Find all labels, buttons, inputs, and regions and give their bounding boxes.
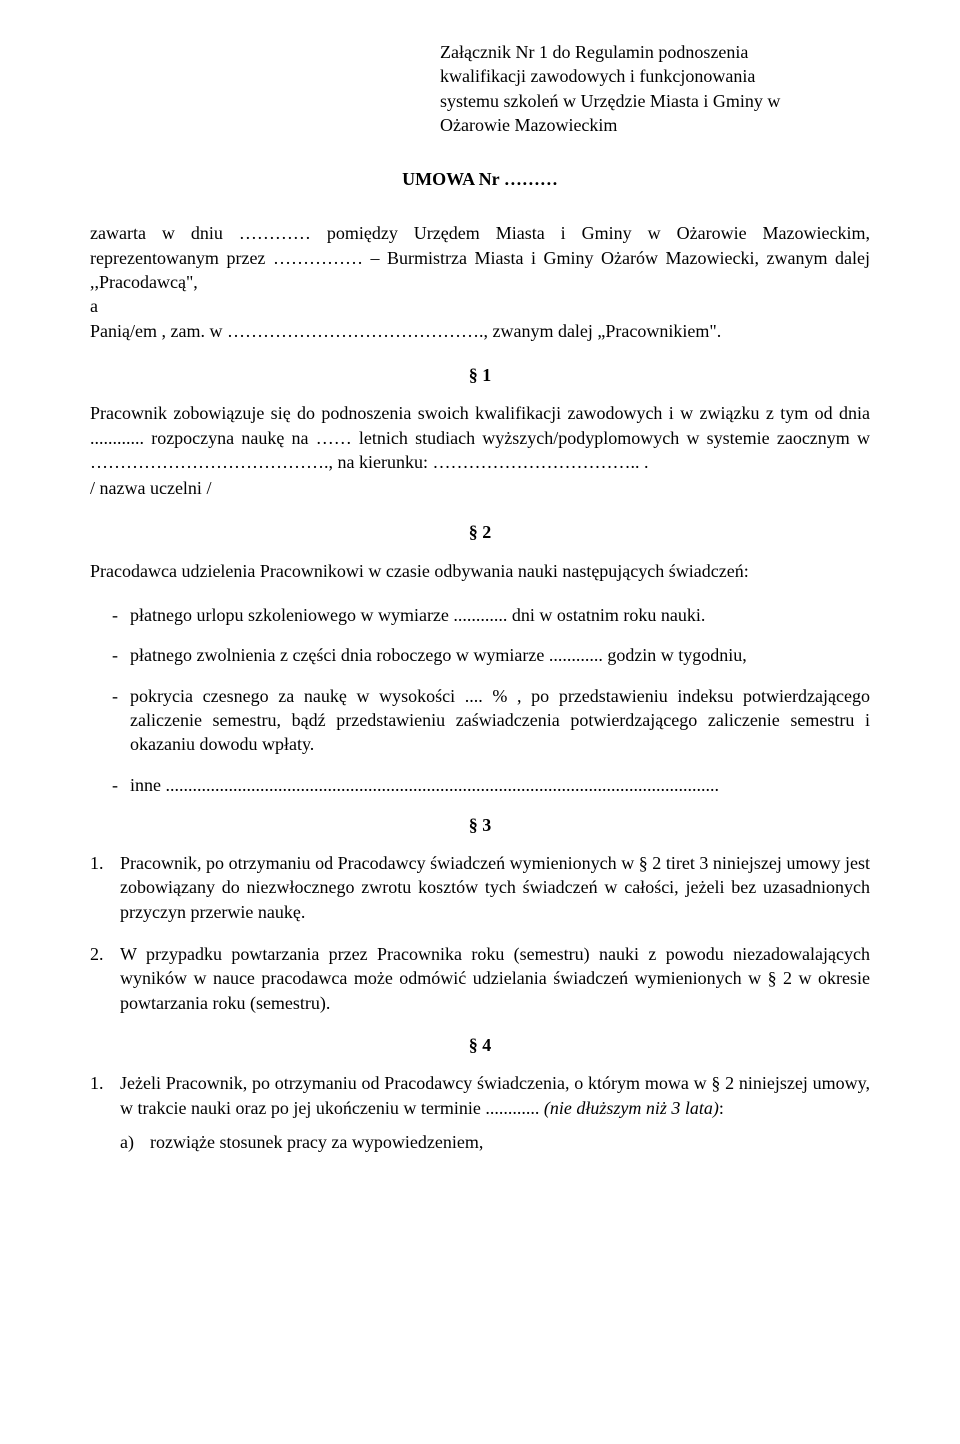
- section-1-text: Pracownik zobowiązuje się do podnoszenia…: [90, 401, 870, 474]
- attachment-line: kwalifikacji zawodowych i funkcjonowania: [440, 64, 870, 88]
- alpha-marker: a): [120, 1130, 134, 1154]
- document-title: UMOWA Nr ………: [90, 167, 870, 191]
- section-1-heading: § 1: [90, 363, 870, 387]
- list-item: płatnego urlopu szkoleniowego w wymiarze…: [90, 603, 870, 627]
- numbered-item: 1. Pracownik, po otrzymaniu od Pracodawc…: [90, 851, 870, 924]
- item-number: 2.: [90, 942, 104, 966]
- attachment-header: Załącznik Nr 1 do Regulamin podnoszenia …: [440, 40, 870, 137]
- section-2-lead: Pracodawca udzielenia Pracownikowi w cza…: [90, 559, 870, 583]
- attachment-line: Załącznik Nr 1 do Regulamin podnoszenia: [440, 40, 870, 64]
- item-number: 1.: [90, 851, 104, 875]
- list-item: inne ...................................…: [90, 773, 870, 797]
- preamble-conjunction: a: [90, 294, 870, 318]
- attachment-line: systemu szkoleń w Urzędzie Miasta i Gmin…: [440, 89, 870, 113]
- numbered-item: 1. Jeżeli Pracownik, po otrzymaniu od Pr…: [90, 1071, 870, 1154]
- preamble-party: Panią/em , zam. w ……………………………………., zwany…: [90, 319, 870, 343]
- item-text: Jeżeli Pracownik, po otrzymaniu od Praco…: [120, 1073, 870, 1117]
- numbered-item: 2. W przypadku powtarzania przez Pracown…: [90, 942, 870, 1015]
- section-2-heading: § 2: [90, 520, 870, 544]
- section-4-list: 1. Jeżeli Pracownik, po otrzymaniu od Pr…: [90, 1071, 870, 1154]
- title-text: UMOWA Nr ………: [402, 169, 558, 189]
- item-text: Pracownik, po otrzymaniu od Pracodawcy ś…: [120, 853, 870, 922]
- list-item: pokrycia czesnego za naukę w wysokości .…: [90, 684, 870, 757]
- alpha-text: rozwiąże stosunek pracy za wypowiedzenie…: [150, 1132, 483, 1152]
- lead-pre: Jeżeli Pracownik, po otrzymaniu od Praco…: [120, 1073, 870, 1117]
- attachment-line: Ożarowie Mazowieckim: [440, 113, 870, 137]
- lead-post: :: [719, 1098, 724, 1118]
- section-3-list: 1. Pracownik, po otrzymaniu od Pracodawc…: [90, 851, 870, 1015]
- section-3-heading: § 3: [90, 813, 870, 837]
- section-1-note: / nazwa uczelni /: [90, 476, 870, 500]
- alpha-item: a) rozwiąże stosunek pracy za wypowiedze…: [120, 1130, 870, 1154]
- preamble-paragraph: zawarta w dniu ………… pomiędzy Urzędem Mia…: [90, 221, 870, 294]
- section-4-heading: § 4: [90, 1033, 870, 1057]
- lead-italic: (nie dłuższym niż 3 lata): [544, 1098, 719, 1118]
- item-number: 1.: [90, 1071, 104, 1095]
- section-4-sublist: a) rozwiąże stosunek pracy za wypowiedze…: [120, 1130, 870, 1154]
- list-item: płatnego zwolnienia z części dnia robocz…: [90, 643, 870, 667]
- item-text: W przypadku powtarzania przez Pracownika…: [120, 944, 870, 1013]
- section-2-list: płatnego urlopu szkoleniowego w wymiarze…: [90, 603, 870, 797]
